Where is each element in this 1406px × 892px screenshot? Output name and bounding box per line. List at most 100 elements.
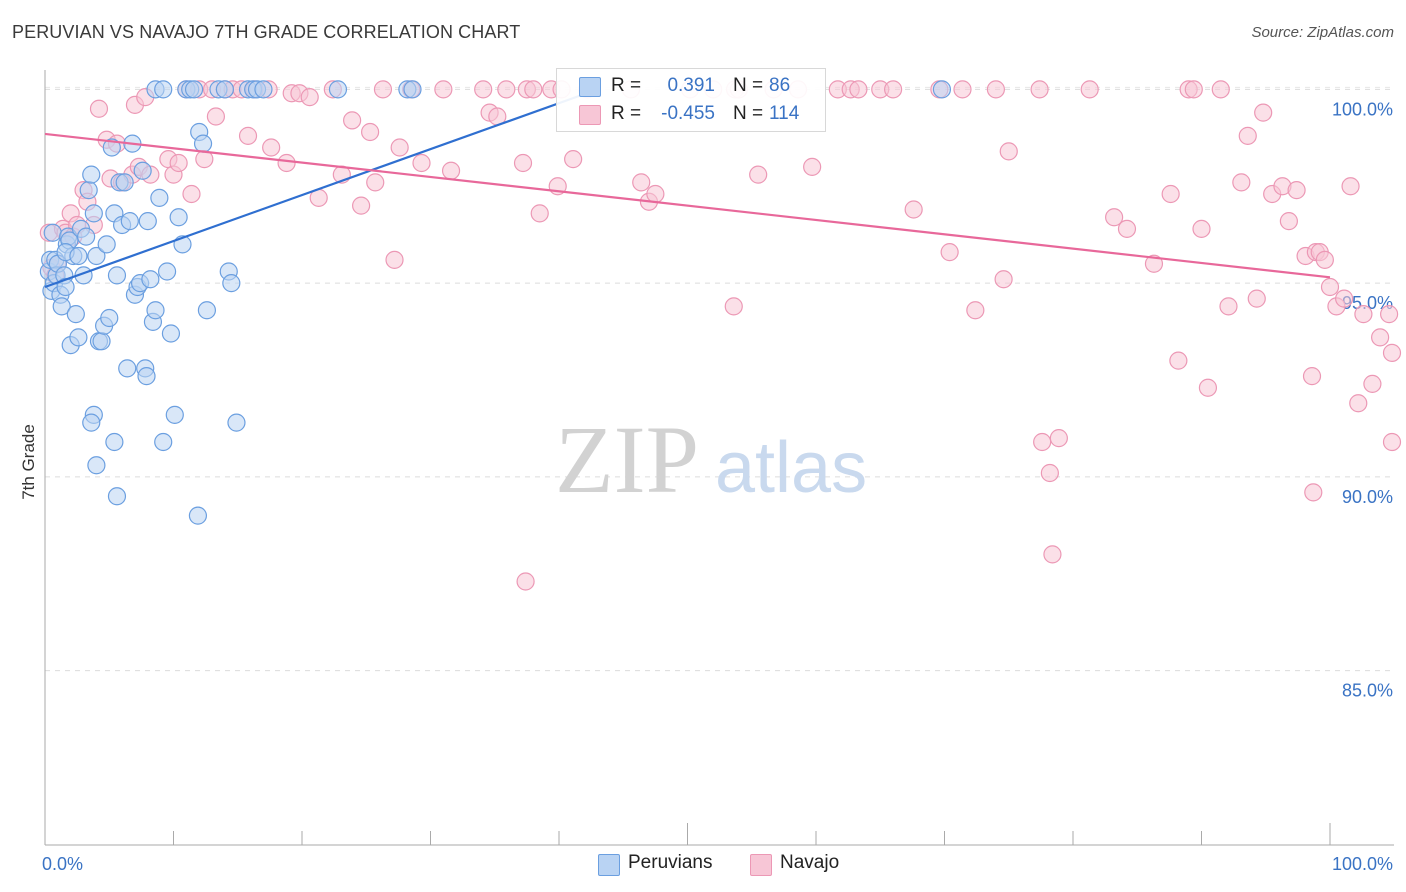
series-swatch-navajo <box>750 854 772 876</box>
peruvian-point <box>97 235 116 254</box>
navajo-point <box>1315 250 1334 269</box>
y-tick-label: 100.0% <box>1332 99 1393 119</box>
peruvian-point <box>138 212 157 231</box>
peruvian-point <box>193 134 213 153</box>
peruvian-point <box>69 328 88 347</box>
navajo-point <box>1049 429 1068 448</box>
watermark-atlas: atlas <box>715 428 867 508</box>
navajo-point <box>1192 219 1211 238</box>
y-tick-label: 95.0% <box>1342 293 1393 313</box>
navajo-point <box>1043 545 1062 564</box>
navajo-point <box>441 161 461 180</box>
navajo-point <box>883 80 903 99</box>
navajo-point <box>1144 254 1164 273</box>
navajo-point <box>1371 328 1390 347</box>
navajo-point <box>564 150 583 169</box>
navajo-point <box>412 153 431 173</box>
axis-layer: 100.0% 95.0% 90.0% 85.0% 0.0% 100.0% <box>42 70 1394 874</box>
points-layer <box>39 80 1402 591</box>
peruvian-point <box>43 223 62 242</box>
peruvian-point <box>105 432 124 452</box>
navajo-point <box>182 184 201 204</box>
series-legend: Peruvians Navajo <box>0 852 1406 878</box>
navajo-point <box>238 126 258 145</box>
navajo-point <box>361 122 380 142</box>
peruvian-point <box>197 301 217 320</box>
legend-r-label: R = <box>611 75 642 96</box>
navajo-point <box>524 80 543 99</box>
navajo-point <box>1382 432 1402 452</box>
navajo-point <box>385 250 404 269</box>
navajo-point <box>516 572 535 591</box>
navajo-point <box>352 196 371 215</box>
navajo-point <box>366 173 385 192</box>
peruvian-point <box>87 456 106 475</box>
navajo-point <box>986 80 1006 99</box>
legend-r-value: -0.455 <box>661 103 715 124</box>
peruvian-point <box>100 308 119 328</box>
navajo-point <box>300 88 319 107</box>
navajo-point <box>513 153 533 173</box>
navajo-point <box>646 184 665 204</box>
peruvian-point <box>82 165 101 184</box>
peruvian-point <box>215 80 234 99</box>
legend-swatch-navajo <box>579 105 601 125</box>
navajo-point <box>940 243 959 262</box>
peruvian-point <box>77 227 96 246</box>
navajo-point <box>169 153 188 173</box>
navajo-point <box>1354 305 1373 324</box>
navajo-trend-line <box>44 132 1331 279</box>
watermark-zip: ZIP <box>555 406 699 513</box>
legend-swatch-peruvians <box>579 77 601 97</box>
peruvian-point <box>137 367 156 386</box>
grid-layer <box>45 86 1394 672</box>
peruvian-point <box>161 324 181 343</box>
navajo-point <box>1198 378 1218 397</box>
source-label: Source: ZipAtlas.com <box>1251 24 1394 41</box>
navajo-point <box>1335 289 1354 308</box>
peruvian-point <box>150 188 169 207</box>
navajo-point <box>1382 343 1402 362</box>
navajo-point <box>206 107 226 126</box>
peruvian-point <box>107 266 127 285</box>
series-label-navajo: Navajo <box>780 852 840 873</box>
navajo-point <box>1287 181 1306 200</box>
peruvian-point <box>169 208 188 227</box>
peruvian-point <box>157 262 177 281</box>
navajo-point <box>1380 305 1399 324</box>
peruvian-point <box>328 80 348 99</box>
legend-row-peruvians: R = 0.391 N = 86 <box>557 73 825 101</box>
peruvian-point <box>52 297 71 316</box>
navajo-point <box>632 173 651 192</box>
legend-n-label: N = <box>733 75 764 96</box>
navajo-point <box>1238 126 1257 145</box>
navajo-point <box>724 297 743 316</box>
navajo-point <box>953 80 972 99</box>
navajo-point <box>343 111 362 130</box>
navajo-point <box>1080 80 1099 99</box>
navajo-point <box>966 301 985 320</box>
legend-n-label: N = <box>733 103 764 124</box>
peruvian-point <box>146 301 165 320</box>
navajo-point <box>390 138 409 157</box>
legend-row-navajo: R = -0.455 N = 114 <box>557 101 825 129</box>
navajo-point <box>1169 351 1188 370</box>
legend-r-label: R = <box>611 103 642 124</box>
peruvian-point <box>66 305 85 324</box>
peruvian-point <box>82 413 101 432</box>
peruvian-trend-line <box>44 88 598 289</box>
navajo-point <box>1304 483 1323 502</box>
peruvian-point <box>115 173 134 192</box>
navajo-point <box>1302 367 1322 386</box>
navajo-point <box>373 80 393 99</box>
navajo-point <box>434 80 453 99</box>
peruvian-point <box>120 212 139 231</box>
peruvian-point <box>932 80 952 99</box>
watermark: ZIP atlas <box>555 406 867 513</box>
navajo-point <box>994 270 1013 289</box>
navajo-point <box>530 204 549 223</box>
y-tick-label: 90.0% <box>1342 487 1393 507</box>
x-tick-label: 100.0% <box>1332 854 1393 874</box>
peruvian-point <box>403 80 422 99</box>
